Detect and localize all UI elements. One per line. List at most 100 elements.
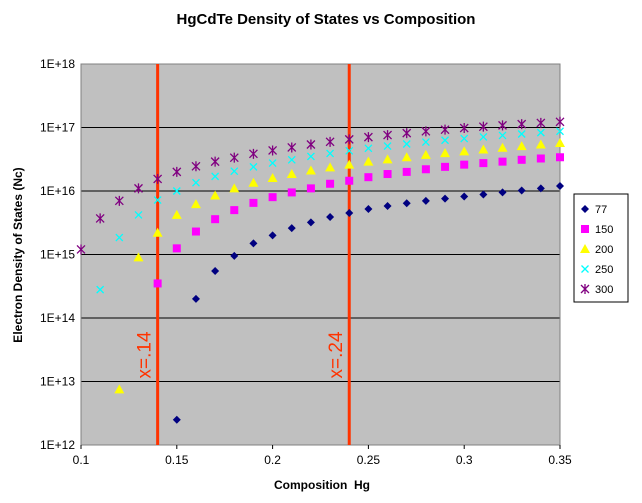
series-200: [114, 138, 565, 394]
data-point: [268, 193, 277, 202]
data-point: [306, 184, 315, 193]
data-point: [229, 152, 239, 163]
data-point: [383, 170, 392, 179]
series-77: [172, 181, 564, 424]
data-point: [460, 160, 469, 169]
data-point: [460, 134, 469, 143]
data-point: [153, 196, 162, 205]
data-point: [249, 198, 258, 207]
data-point: [421, 196, 430, 205]
data-point: [134, 210, 143, 219]
data-point: [172, 415, 181, 424]
data-point: [479, 190, 488, 199]
legend-marker: [581, 205, 589, 213]
data-point: [325, 136, 335, 147]
data-point: [498, 157, 507, 166]
data-point: [191, 227, 200, 236]
data-point: [459, 146, 470, 156]
data-point: [517, 155, 526, 164]
y-tick-label: 1E+14: [40, 311, 75, 325]
data-point: [249, 239, 258, 248]
y-tick-label: 1E+17: [40, 121, 75, 135]
data-point: [479, 132, 488, 141]
x-tick-label: 0.3: [456, 453, 473, 467]
data-point: [325, 162, 336, 172]
data-point: [76, 244, 86, 255]
chart-title: HgCdTe Density of States vs Composition: [177, 11, 476, 28]
x-tick-label: 0.35: [548, 453, 572, 467]
data-point: [114, 195, 124, 206]
data-point: [344, 159, 355, 169]
data-point: [133, 252, 144, 262]
data-point: [498, 120, 507, 131]
data-point: [441, 162, 450, 171]
data-point: [402, 167, 411, 176]
data-point: [153, 173, 163, 184]
data-point: [383, 130, 393, 141]
data-point: [556, 181, 564, 190]
data-point: [516, 141, 527, 151]
data-point: [287, 188, 296, 197]
gridlines: [81, 127, 560, 382]
data-point: [134, 183, 143, 194]
data-point: [191, 294, 200, 303]
data-point: [459, 123, 469, 134]
data-point: [172, 166, 182, 177]
data-point: [190, 199, 201, 209]
data-point: [498, 188, 507, 197]
data-point: [479, 159, 488, 168]
reference-line-label: x=.24: [326, 331, 347, 378]
data-point: [172, 244, 181, 253]
data-point: [441, 136, 449, 145]
data-point: [478, 144, 489, 154]
data-point: [230, 206, 239, 215]
data-point: [364, 144, 373, 153]
reference-lines: x=.14 x=.24: [135, 64, 351, 445]
data-point: [210, 190, 221, 200]
data-point: [326, 179, 335, 188]
series-250: [96, 127, 564, 294]
y-tick-labels: 1E+12 1E+13 1E+14 1E+15 1E+16 1E+17 1E+18: [40, 57, 75, 452]
legend-label: 300: [595, 284, 613, 296]
legend-label: 77: [595, 204, 607, 216]
data-point: [345, 209, 354, 218]
data-point: [401, 152, 412, 162]
data-point: [287, 224, 296, 233]
data-point: [364, 173, 373, 182]
x-tick-label: 0.15: [165, 453, 189, 467]
data-point: [363, 132, 373, 143]
data-point: [249, 162, 258, 171]
y-tick-label: 1E+12: [40, 438, 75, 452]
data-point: [153, 279, 162, 288]
data-point: [305, 165, 316, 175]
data-point: [268, 145, 278, 156]
data-point: [171, 209, 182, 219]
data-point: [306, 152, 315, 161]
data-point: [191, 161, 201, 172]
data-point: [306, 139, 316, 150]
legend: 77 150 200 250 300: [573, 193, 629, 303]
data-point: [402, 140, 411, 148]
data-point: [421, 126, 431, 137]
series-300: [76, 116, 565, 255]
data-point: [230, 251, 239, 260]
data-point: [211, 215, 220, 224]
data-point: [286, 169, 297, 179]
data-point: [536, 184, 545, 193]
legend-label: 150: [595, 224, 613, 236]
data-point: [364, 205, 373, 214]
reference-line-label: x=.14: [135, 331, 156, 378]
data-point: [536, 128, 545, 137]
data-point: [287, 155, 296, 164]
data-point: [535, 139, 546, 149]
x-tick-label: 0.2: [264, 453, 281, 467]
y-tick-label: 1E+18: [40, 57, 75, 71]
data-point: [421, 138, 430, 147]
y-tick-label: 1E+16: [40, 184, 75, 198]
data-point: [326, 149, 335, 158]
data-point: [440, 124, 450, 135]
data-point: [114, 384, 125, 394]
y-axis-title: Electron Density of States (Nc): [11, 167, 25, 342]
y-tick-label: 1E+15: [40, 248, 75, 262]
legend-label: 200: [595, 244, 613, 256]
